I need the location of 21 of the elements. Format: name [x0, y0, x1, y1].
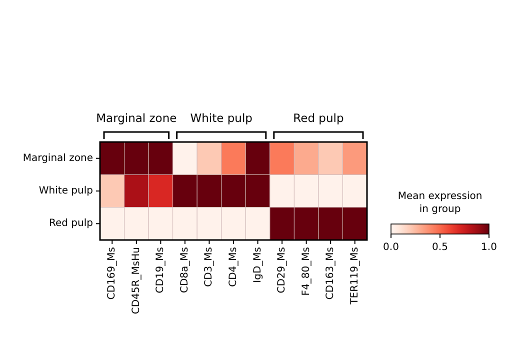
text: Marginal zone — [96, 111, 177, 125]
color-bar-title: Mean expression in group — [398, 191, 482, 215]
color-bar-label: 0.5 — [432, 242, 448, 253]
x-tick-label: CD8a_Ms — [179, 247, 190, 294]
color-bar-label: 1.0 — [481, 242, 497, 253]
x-tick-label: CD4_Ms — [228, 247, 239, 287]
y-tick-label: Red pulp — [49, 218, 93, 230]
x-tick-label: CD3_Ms — [204, 247, 215, 287]
y-tick-label: Marginal zone — [22, 152, 93, 164]
x-tick-label: CD45R_MsHu — [130, 247, 142, 314]
color-bar-label: 0.0 — [383, 242, 399, 253]
x-tick-label: CD19_Ms — [155, 247, 166, 294]
x-tick-label: TER119_Ms — [349, 247, 360, 306]
x-tick-label: IgD_Ms — [252, 247, 264, 283]
text: White pulp — [190, 111, 252, 125]
x-tick-label: CD163_Ms — [325, 247, 336, 300]
x-tick-label: F4_80_Ms — [300, 247, 312, 296]
text: Red pulp — [293, 111, 344, 125]
y-tick-label: White pulp — [38, 186, 93, 196]
x-tick-label: CD169_Ms — [106, 247, 118, 300]
x-tick-label: CD29_Ms — [276, 247, 288, 294]
